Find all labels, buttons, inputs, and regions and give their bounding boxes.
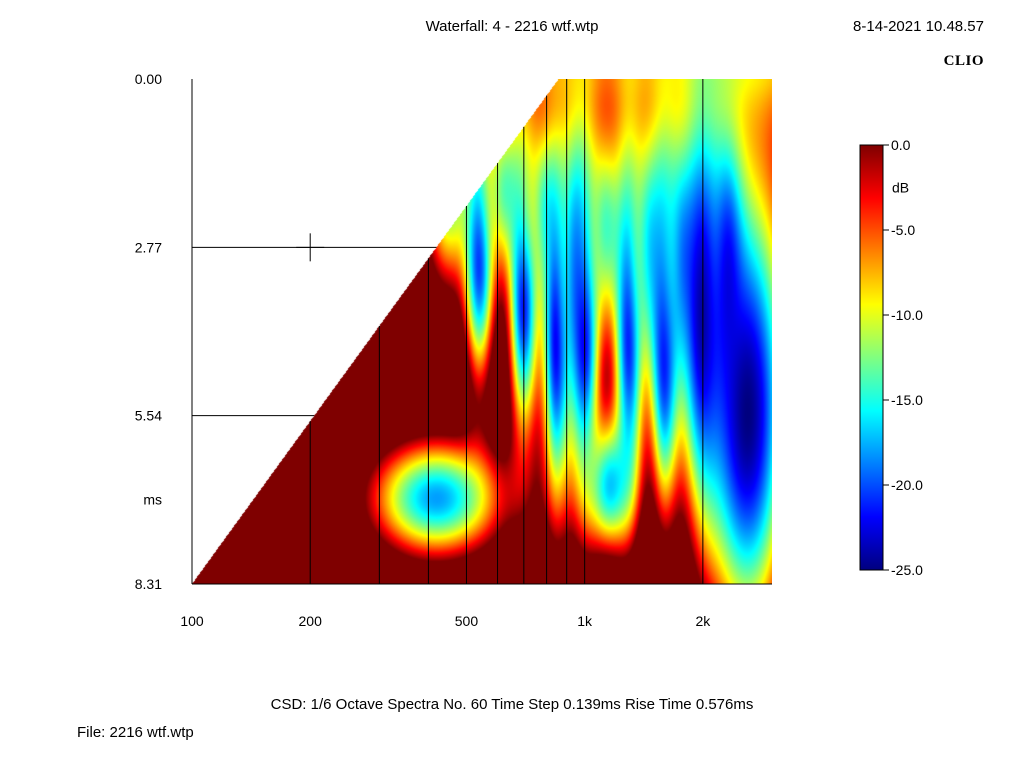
file-name: File: 2216 wtf.wtp bbox=[77, 724, 194, 741]
x-tick-label: 500 bbox=[455, 613, 479, 629]
plot-grid bbox=[191, 79, 772, 585]
colorbar bbox=[859, 144, 884, 571]
x-axis-ticks: 100 200 500 1k 2k bbox=[180, 613, 711, 629]
colorbar-unit-label: dB bbox=[892, 180, 909, 196]
x-tick-label: 200 bbox=[299, 613, 323, 629]
y-axis-label: ms bbox=[143, 491, 162, 507]
chart-title: Waterfall: 4 - 2216 wtf.wtp bbox=[425, 18, 599, 35]
y-tick-label: 0.00 bbox=[135, 71, 162, 87]
y-tick-label: 2.77 bbox=[135, 239, 162, 255]
colorbar-ticks: 0.0 -5.0 -10.0 -15.0 -20.0 -25.0 bbox=[883, 137, 923, 578]
cursor-crosshair bbox=[296, 233, 325, 262]
heatmap-surface bbox=[192, 79, 772, 584]
csd-settings: CSD: 1/6 Octave Spectra No. 60 Time Step… bbox=[270, 696, 754, 713]
y-tick-label: 5.54 bbox=[135, 408, 162, 424]
x-tick-label: 100 bbox=[180, 613, 204, 629]
colorbar-tick-label: -20.0 bbox=[891, 477, 923, 493]
colorbar-tick-label: -10.0 bbox=[891, 307, 923, 323]
brand-logo: CLIO bbox=[943, 53, 984, 69]
colorbar-tick-label: 0.0 bbox=[891, 137, 911, 153]
y-tick-label: 8.31 bbox=[135, 576, 162, 592]
colorbar-tick-label: -25.0 bbox=[891, 562, 923, 578]
x-tick-label: 2k bbox=[695, 613, 711, 629]
x-tick-label: 1k bbox=[577, 613, 593, 629]
y-axis-ticks: 0.00 2.77 5.54 8.31 bbox=[135, 71, 162, 592]
colorbar-tick-label: -5.0 bbox=[891, 222, 915, 238]
colorbar-tick-label: -15.0 bbox=[891, 392, 923, 408]
timestamp: 8-14-2021 10.48.57 bbox=[853, 18, 984, 35]
